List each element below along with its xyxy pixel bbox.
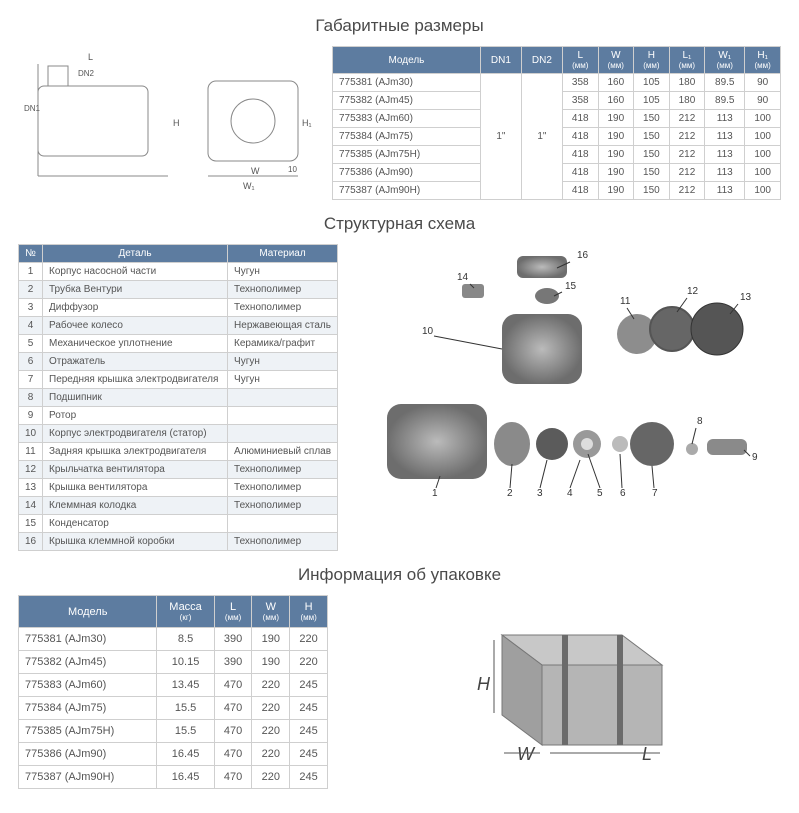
structure-table: №ДетальМатериал 1Корпус насосной частиЧу… bbox=[18, 244, 338, 551]
section3-title: Информация об упаковке bbox=[18, 565, 781, 585]
struct-row: 6ОтражательЧугун bbox=[19, 353, 338, 371]
svg-text:13: 13 bbox=[740, 292, 752, 303]
struct-row: 5Механическое уплотнениеКерамика/графит bbox=[19, 335, 338, 353]
box-W-label: W bbox=[517, 744, 536, 764]
dim-col-7: W₁(мм) bbox=[705, 47, 745, 74]
svg-text:W: W bbox=[251, 166, 260, 176]
svg-text:11: 11 bbox=[620, 296, 631, 307]
svg-text:7: 7 bbox=[652, 488, 658, 499]
svg-text:3: 3 bbox=[537, 488, 543, 499]
dim-col-4: W(мм) bbox=[598, 47, 634, 74]
pack-col-1: Масса(кг) bbox=[157, 596, 214, 628]
svg-text:9: 9 bbox=[752, 452, 758, 463]
svg-text:14: 14 bbox=[457, 272, 469, 283]
dim-col-6: L₁(мм) bbox=[669, 47, 705, 74]
dim-col-3: L(мм) bbox=[562, 47, 598, 74]
svg-text:15: 15 bbox=[565, 281, 577, 292]
svg-text:DN2: DN2 bbox=[78, 69, 95, 78]
pack-row: 775387 (AJm90H)16.45470220245 bbox=[19, 766, 328, 789]
dimension-diagram: L DN2 DN1 H W₁ W H₁ 10 bbox=[18, 46, 318, 196]
svg-text:8: 8 bbox=[697, 416, 703, 427]
struct-row: 3ДиффузорТехнополимер bbox=[19, 299, 338, 317]
pack-row: 775385 (AJm75H)15.5470220245 bbox=[19, 720, 328, 743]
struct-row: 12Крыльчатка вентилятораТехнополимер bbox=[19, 461, 338, 479]
section2-title: Структурная схема bbox=[18, 214, 781, 234]
pack-row: 775384 (AJm75)15.5470220245 bbox=[19, 697, 328, 720]
svg-text:H₁: H₁ bbox=[302, 118, 312, 128]
svg-text:L: L bbox=[88, 52, 93, 62]
svg-text:16: 16 bbox=[577, 250, 589, 261]
box-L-label: L bbox=[642, 744, 652, 764]
pack-col-2: L(мм) bbox=[214, 596, 252, 628]
box-H-label: H bbox=[477, 674, 491, 694]
dim-col-1: DN1 bbox=[480, 47, 521, 74]
dim-col-2: DN2 bbox=[521, 47, 562, 74]
dim-col-0: Модель bbox=[333, 47, 481, 74]
exploded-diagram: 16 14 15 10 11 12 13 1 2 3 4 5 6 7 8 9 bbox=[352, 244, 781, 504]
pack-row: 775381 (AJm30)8.5390190220 bbox=[19, 628, 328, 651]
svg-text:2: 2 bbox=[507, 488, 513, 499]
pack-col-3: W(мм) bbox=[252, 596, 290, 628]
svg-text:6: 6 bbox=[620, 488, 626, 499]
struct-row: 2Трубка ВентуриТехнополимер bbox=[19, 281, 338, 299]
pack-col-0: Модель bbox=[19, 596, 157, 628]
svg-text:4: 4 bbox=[567, 488, 573, 499]
struct-row: 15Конденсатор bbox=[19, 515, 338, 533]
struct-row: 13Крышка вентилятораТехнополимер bbox=[19, 479, 338, 497]
struct-row: 7Передняя крышка электродвигателяЧугун bbox=[19, 371, 338, 389]
dimensions-table: МодельDN1DN2L(мм)W(мм)H(мм)L₁(мм)W₁(мм)H… bbox=[332, 46, 781, 200]
box-diagram: H W L bbox=[342, 595, 781, 765]
svg-text:5: 5 bbox=[597, 488, 603, 499]
pack-col-4: H(мм) bbox=[290, 596, 328, 628]
struct-col-1: Деталь bbox=[43, 245, 228, 263]
struct-col-0: № bbox=[19, 245, 43, 263]
svg-text:DN1: DN1 bbox=[24, 104, 41, 113]
struct-row: 11Задняя крышка электродвигателяАлюминие… bbox=[19, 443, 338, 461]
svg-text:10: 10 bbox=[422, 326, 434, 337]
dim-col-8: H₁(мм) bbox=[745, 47, 781, 74]
pack-row: 775386 (AJm90)16.45470220245 bbox=[19, 743, 328, 766]
pack-row: 775382 (AJm45)10.15390190220 bbox=[19, 651, 328, 674]
svg-text:10: 10 bbox=[288, 165, 297, 174]
struct-row: 8Подшипник bbox=[19, 389, 338, 407]
svg-text:H: H bbox=[173, 118, 180, 128]
section1-title: Габаритные размеры bbox=[18, 16, 781, 36]
svg-text:W₁: W₁ bbox=[243, 181, 255, 191]
svg-text:12: 12 bbox=[687, 286, 699, 297]
dim-row: 775381 (AJm30)1"1"35816010518089.590 bbox=[333, 74, 781, 92]
struct-row: 10Корпус электродвигателя (статор) bbox=[19, 425, 338, 443]
packaging-table: МодельМасса(кг)L(мм)W(мм)H(мм) 775381 (A… bbox=[18, 595, 328, 789]
dim-col-5: H(мм) bbox=[634, 47, 670, 74]
struct-row: 9Ротор bbox=[19, 407, 338, 425]
svg-text:1: 1 bbox=[432, 488, 438, 499]
struct-row: 16Крышка клеммной коробкиТехнополимер bbox=[19, 533, 338, 551]
struct-row: 1Корпус насосной частиЧугун bbox=[19, 263, 338, 281]
struct-row: 4Рабочее колесоНержавеющая сталь bbox=[19, 317, 338, 335]
pack-row: 775383 (AJm60)13.45470220245 bbox=[19, 674, 328, 697]
struct-col-2: Материал bbox=[228, 245, 338, 263]
struct-row: 14Клеммная колодкаТехнополимер bbox=[19, 497, 338, 515]
